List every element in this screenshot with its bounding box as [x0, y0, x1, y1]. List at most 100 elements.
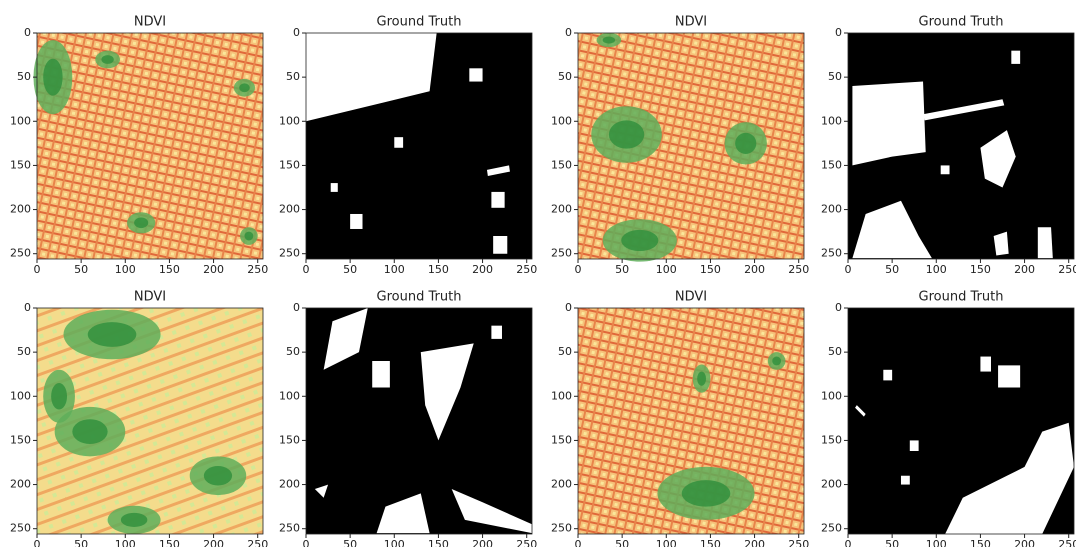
mask-region — [941, 165, 950, 174]
x-tick-label: 50 — [343, 538, 357, 547]
panel-title: NDVI — [134, 15, 166, 30]
y-tick-label: 0 — [24, 301, 31, 314]
y-tick-label: 200 — [821, 478, 842, 491]
mask-region — [350, 214, 362, 229]
y-tick-label: 100 — [10, 114, 31, 127]
y-tick-label: 250 — [821, 522, 842, 535]
x-tick-label: 150 — [428, 263, 449, 276]
x-tick-label: 0 — [575, 538, 582, 547]
x-tick-label: 200 — [472, 538, 493, 547]
y-tick-label: 0 — [293, 26, 300, 39]
y-tick-label: 250 — [551, 247, 572, 260]
vegetation-core — [239, 83, 250, 92]
y-tick-label: 150 — [10, 158, 31, 171]
y-tick-label: 250 — [10, 247, 31, 260]
x-tick-label: 200 — [472, 263, 493, 276]
y-tick-label: 50 — [286, 345, 300, 358]
x-tick-label: 200 — [1014, 263, 1035, 276]
mask-region — [469, 68, 482, 81]
x-tick-label: 0 — [34, 263, 41, 276]
vegetation-core — [244, 232, 253, 241]
y-tick-label: 200 — [10, 203, 31, 216]
y-tick-label: 0 — [293, 301, 300, 314]
mask-region — [883, 370, 892, 381]
y-tick-label: 150 — [279, 433, 300, 446]
y-tick-label: 200 — [551, 478, 572, 491]
y-tick-label: 150 — [821, 433, 842, 446]
y-tick-label: 250 — [10, 522, 31, 535]
x-tick-label: 200 — [1014, 538, 1035, 547]
mask-region — [1011, 51, 1020, 64]
x-tick-label: 50 — [885, 538, 899, 547]
x-tick-label: 250 — [247, 538, 268, 547]
y-tick-label: 100 — [821, 389, 842, 402]
mask-region — [1038, 227, 1053, 258]
y-tick-label: 150 — [551, 158, 572, 171]
y-tick-label: 0 — [835, 26, 842, 39]
x-tick-label: 200 — [744, 538, 765, 547]
x-tick-label: 100 — [656, 538, 677, 547]
y-tick-label: 50 — [286, 70, 300, 83]
x-tick-label: 100 — [926, 263, 947, 276]
x-tick-label: 100 — [656, 263, 677, 276]
mask-region — [491, 326, 502, 339]
panel-title: Ground Truth — [377, 290, 462, 305]
mask-region — [372, 361, 390, 387]
mask-region — [980, 357, 991, 372]
image-panel — [33, 33, 263, 259]
x-tick-label: 50 — [615, 263, 629, 276]
vegetation-core — [121, 513, 147, 527]
y-tick-label: 200 — [279, 478, 300, 491]
x-tick-label: 50 — [74, 263, 88, 276]
x-tick-label: 150 — [700, 263, 721, 276]
x-tick-label: 150 — [700, 538, 721, 547]
x-tick-label: 100 — [115, 263, 136, 276]
mask-region — [493, 236, 507, 254]
mask-region — [491, 192, 504, 208]
mask-region — [394, 137, 403, 148]
x-tick-label: 100 — [384, 263, 405, 276]
vegetation-core — [72, 419, 107, 444]
x-tick-label: 0 — [575, 263, 582, 276]
x-tick-label: 0 — [845, 538, 852, 547]
vegetation-core — [697, 372, 706, 386]
mask-region — [852, 82, 925, 166]
panel-title: Ground Truth — [377, 15, 462, 30]
figure: NDVI050100150200250050100150200250Ground… — [0, 0, 1076, 547]
x-tick-label: 0 — [303, 263, 310, 276]
x-tick-label: 250 — [247, 263, 268, 276]
x-tick-label: 100 — [115, 538, 136, 547]
y-tick-label: 100 — [10, 389, 31, 402]
y-tick-label: 100 — [551, 389, 572, 402]
y-tick-label: 50 — [558, 345, 572, 358]
y-tick-label: 100 — [279, 389, 300, 402]
y-tick-label: 200 — [821, 203, 842, 216]
x-tick-label: 150 — [159, 263, 180, 276]
y-tick-label: 200 — [279, 203, 300, 216]
vegetation-core — [621, 230, 658, 251]
x-tick-label: 200 — [203, 263, 224, 276]
y-tick-label: 150 — [821, 158, 842, 171]
image-panel — [578, 308, 804, 534]
x-tick-label: 150 — [970, 538, 991, 547]
y-tick-label: 150 — [551, 433, 572, 446]
vegetation-core — [88, 322, 137, 347]
y-tick-label: 50 — [17, 345, 31, 358]
x-tick-label: 150 — [159, 538, 180, 547]
image-panel — [578, 33, 804, 262]
y-tick-label: 250 — [821, 247, 842, 260]
vegetation-core — [735, 133, 756, 154]
x-tick-label: 200 — [203, 538, 224, 547]
x-tick-label: 200 — [744, 263, 765, 276]
vegetation-core — [204, 466, 232, 485]
vegetation-core — [609, 120, 644, 148]
mask-region — [901, 476, 910, 485]
vegetation-core — [51, 383, 67, 409]
vegetation-core — [603, 37, 615, 44]
y-tick-label: 0 — [835, 301, 842, 314]
vegetation-core — [134, 218, 148, 229]
x-tick-label: 50 — [343, 263, 357, 276]
x-tick-label: 50 — [74, 538, 88, 547]
panel-title: NDVI — [675, 15, 707, 30]
x-tick-label: 100 — [384, 538, 405, 547]
